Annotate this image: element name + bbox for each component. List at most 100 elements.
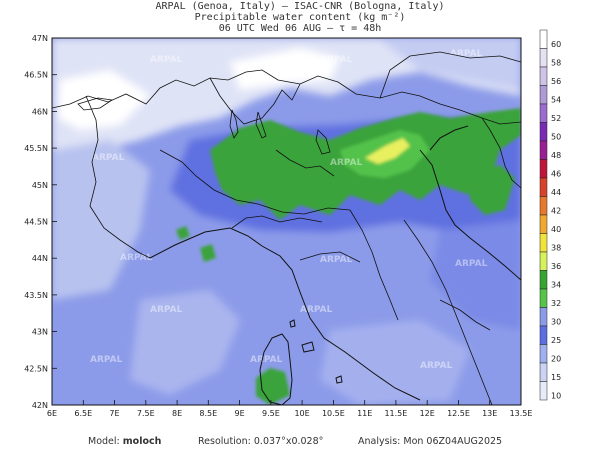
header-line-2: Precipitable water content (kg m⁻²) (194, 12, 406, 23)
footer-model-value: moloch (122, 436, 162, 447)
colorbar-label-11: 38 (551, 244, 561, 253)
colorbar-label-0: 60 (551, 40, 561, 49)
pw-area-ligurian-light (130, 290, 240, 395)
watermark-13: ARPAL (420, 361, 453, 371)
colorbar-label-16: 25 (551, 336, 561, 345)
lon-tick-7: 9.5E (262, 409, 280, 418)
lat-tick-6: 44N (32, 254, 48, 263)
colorbar-label-1: 58 (551, 59, 561, 68)
watermark-10: ARPAL (300, 305, 333, 315)
colorbar-swatch-3 (539, 85, 548, 105)
footer-analysis: Analysis: Mon 06Z04AUG2025 (358, 436, 502, 447)
pw-area-green-liguria (200, 244, 216, 262)
watermark-9: ARPAL (150, 305, 183, 315)
colorbar-swatch-4 (539, 103, 548, 123)
colorbar-label-3: 54 (551, 96, 561, 105)
lat-tick-8: 43N (32, 328, 48, 337)
grid-ticks (52, 74, 491, 405)
lat-axis: 47N 46.5N 46N 45.5N 45N 44.5N 44N 43.5N … (24, 34, 48, 410)
lon-tick-2: 7E (109, 409, 119, 418)
colorbar-swatch-9 (539, 196, 548, 216)
lat-tick-5: 44.5N (24, 218, 48, 227)
pw-area-alps-white (58, 70, 150, 130)
lat-tick-7: 43.5N (24, 291, 48, 300)
border-region-2 (231, 215, 323, 229)
pw-area-tyrrhenian-light (320, 320, 470, 405)
watermark-1: ARPAL (150, 55, 183, 65)
colorbar-label-19: 10 (551, 392, 561, 401)
lon-tick-0: 6E (47, 409, 57, 418)
lon-axis: 6E 6.5E 7E 7.5E 8E 8.5E 9E 9.5E 10E 10.5… (47, 409, 533, 418)
border-swiss (209, 77, 301, 125)
watermark-6: ARPAL (120, 253, 153, 263)
colorbar-label-10: 40 (551, 225, 561, 234)
colorbar-swatch-11 (539, 233, 548, 253)
lat-tick-9: 42.5N (24, 364, 48, 373)
border-austria (379, 51, 521, 99)
border-region-7 (439, 299, 491, 331)
coast-liguria-tuscany (149, 227, 421, 401)
coast-giglio (335, 375, 343, 384)
colorbar-label-5: 50 (551, 133, 561, 142)
pw-area-yellow-peak (365, 138, 410, 164)
watermark-5: ARPAL (330, 158, 363, 168)
lat-tick-2: 46N (32, 107, 48, 116)
coast-capraia (289, 319, 296, 328)
colorbar-label-17: 20 (551, 355, 561, 364)
lake-geneva (77, 97, 114, 111)
lon-tick-13: 12.5E (447, 409, 470, 418)
lon-tick-4: 8E (172, 409, 182, 418)
lakes (77, 97, 331, 155)
borders (52, 51, 521, 405)
colorbar-label-15: 30 (551, 318, 561, 327)
watermark-4: ARPAL (92, 153, 125, 163)
watermark-7: ARPAL (320, 255, 353, 265)
border-region-3 (349, 209, 399, 321)
colorbar-label-7: 46 (551, 170, 561, 179)
colorbar-label-13: 34 (551, 281, 561, 290)
coast-corsica (259, 333, 293, 405)
lat-tick-3: 45.5N (24, 144, 48, 153)
footer-resolution-label: Resolution: (198, 436, 251, 447)
colorbar-swatch-19 (539, 381, 548, 401)
map-frame (51, 37, 522, 406)
lon-tick-3: 7.5E (137, 409, 155, 418)
colorbar-swatch-8 (539, 177, 548, 197)
watermark-12: ARPAL (250, 355, 283, 365)
header-line-1: ARPAL (Genoa, Italy) — ISAC-CNR (Bologna… (155, 1, 445, 12)
coastlines (149, 125, 521, 405)
coast-adriatic (419, 149, 521, 281)
watermark-2: ARPAL (320, 55, 353, 65)
footer-model-label: Model: (88, 436, 120, 447)
colorbar: 60 58 56 54 52 50 48 46 44 42 40 38 36 3… (539, 29, 561, 401)
lon-tick-11: 11.5E (384, 409, 407, 418)
lon-tick-1: 6.5E (74, 409, 92, 418)
pw-field: ARPAL ARPAL ARPAL ARPAL ARPAL ARPAL ARPA… (52, 38, 521, 405)
footer-analysis-label: Analysis: (358, 436, 401, 447)
lon-tick-8: 10E (294, 409, 309, 418)
colorbar-label-2: 56 (551, 77, 561, 86)
border-region-6 (275, 149, 335, 177)
coast-venice (429, 125, 469, 151)
colorbar-label-9: 42 (551, 207, 561, 216)
coast-elba (301, 341, 315, 353)
pw-area-green-apennine (176, 226, 190, 240)
lon-tick-15: 13.5E (510, 409, 533, 418)
lat-tick-1: 46.5N (24, 71, 48, 80)
colorbar-swatch-10 (539, 214, 548, 234)
colorbar-swatch-16 (539, 325, 548, 345)
pw-area-alps-north (52, 38, 521, 160)
pw-area-alps-white-2 (230, 48, 340, 90)
border-alpine-north (52, 69, 521, 125)
colorbar-label-4: 52 (551, 114, 561, 123)
lake-garda (315, 129, 331, 155)
footer-model: Model: moloch (88, 436, 161, 447)
pw-area-adriatic-mid (430, 220, 521, 330)
colorbar-swatch-14 (539, 288, 548, 308)
border-region-1 (159, 149, 351, 215)
colorbar-label-14: 32 (551, 299, 561, 308)
colorbar-swatch-18 (539, 362, 548, 382)
colorbar-swatch-13 (539, 270, 548, 290)
lat-tick-4: 45N (32, 181, 48, 190)
